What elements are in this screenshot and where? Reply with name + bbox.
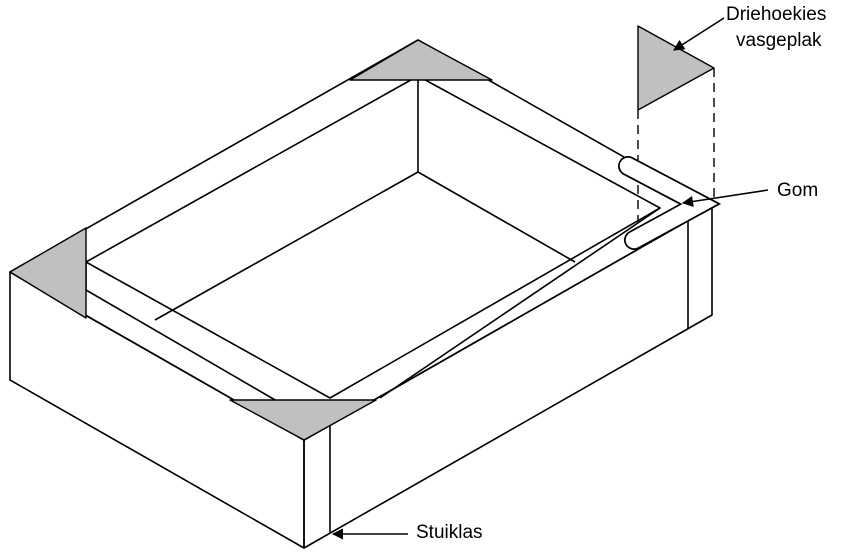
front-right-face	[303, 206, 713, 549]
corner-triangle-left	[9, 227, 87, 319]
glue-bead-fill	[619, 157, 718, 249]
gom-leader-arrow	[681, 189, 769, 208]
label-stuiklas: Stuiklas	[416, 522, 483, 543]
corner-triangle-back	[349, 39, 493, 81]
inner-right-wall-bottom	[379, 207, 661, 399]
inner-left-wall-bottom	[85, 289, 283, 405]
label-gom: Gom	[777, 180, 819, 201]
corner-triangle-front	[229, 399, 377, 441]
label-triangles-line1: Driehoekies	[726, 4, 827, 25]
loose-triangle	[637, 25, 715, 111]
label-triangles-line2: vasgeplak	[736, 30, 822, 51]
inner-floor-back-right	[417, 171, 576, 263]
inner-rim	[85, 75, 661, 399]
inner-floor-back-left	[154, 171, 419, 321]
triangles-leader-arrow	[673, 17, 725, 51]
